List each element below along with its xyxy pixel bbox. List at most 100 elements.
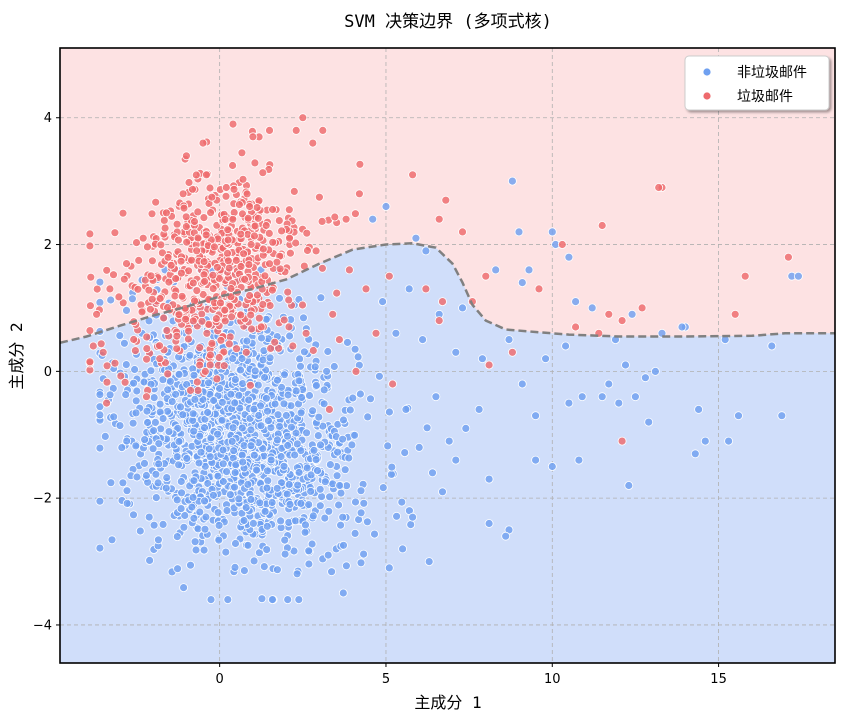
nonspam-point: [386, 469, 396, 479]
nonspam-point: [218, 445, 228, 455]
nonspam-point: [404, 284, 414, 294]
spam-point: [114, 292, 124, 302]
nonspam-point: [132, 472, 142, 482]
nonspam-point: [195, 507, 205, 517]
nonspam-point: [230, 563, 240, 572]
nonspam-point: [461, 423, 471, 433]
spam-point: [219, 361, 229, 371]
nonspam-point: [189, 513, 199, 523]
nonspam-point: [641, 373, 650, 383]
spam-point: [142, 242, 152, 252]
nonspam-point: [249, 450, 259, 460]
spam-point: [301, 328, 311, 338]
spam-point: [238, 174, 248, 184]
spam-point: [188, 278, 198, 288]
nonspam-point: [614, 398, 624, 408]
spam-point: [138, 233, 148, 243]
spam-point: [166, 260, 176, 270]
y-axis-label: 主成分 2: [7, 322, 26, 389]
nonspam-point: [260, 373, 270, 382]
nonspam-point: [154, 439, 164, 449]
nonspam-point: [128, 418, 138, 428]
y-tick-label: 4: [44, 111, 52, 126]
spam-point: [96, 339, 106, 349]
nonspam-point: [335, 481, 345, 490]
spam-point: [220, 215, 230, 224]
nonspam-point: [109, 412, 119, 422]
nonspam-point: [336, 488, 346, 498]
nonspam-point: [301, 520, 310, 530]
nonspam-point: [206, 595, 216, 604]
nonspam-point: [105, 390, 115, 400]
nonspam-point: [172, 495, 182, 505]
spam-point: [229, 184, 239, 194]
spam-point: [172, 331, 182, 341]
nonspam-point: [180, 511, 190, 520]
spam-point: [267, 285, 277, 295]
spam-point: [220, 305, 230, 315]
spam-point: [190, 217, 199, 226]
nonspam-point: [338, 588, 348, 598]
x-tick-label: 10: [544, 672, 561, 687]
nonspam-point: [304, 559, 314, 569]
spam-point: [199, 213, 209, 223]
legend-label-spam: 垃圾邮件: [737, 89, 793, 105]
nonspam-point: [531, 411, 540, 421]
nonspam-point: [199, 545, 209, 555]
nonspam-point: [171, 389, 181, 399]
spam-point: [654, 183, 664, 192]
spam-point: [274, 216, 284, 226]
nonspam-point: [228, 423, 238, 433]
nonspam-point: [241, 503, 251, 513]
spam-point: [784, 252, 793, 262]
spam-point: [730, 309, 740, 319]
nonspam-point: [263, 416, 273, 426]
spam-point: [284, 322, 294, 332]
nonspam-point: [164, 427, 174, 437]
nonspam-point: [129, 510, 138, 520]
nonspam-point: [149, 393, 159, 403]
spam-point: [361, 284, 371, 294]
spam-point: [604, 309, 614, 319]
nonspam-point: [285, 499, 295, 509]
nonspam-point: [564, 398, 574, 408]
spam-point: [176, 256, 186, 266]
spam-point: [147, 256, 157, 266]
nonspam-point: [308, 406, 318, 416]
nonspam-point: [258, 444, 268, 454]
nonspam-point: [140, 458, 149, 468]
spam-point: [371, 328, 381, 338]
spam-point: [163, 252, 173, 262]
spam-point: [190, 296, 200, 306]
spam-point: [264, 228, 274, 238]
spam-point: [209, 242, 219, 252]
nonspam-point: [130, 365, 140, 374]
spam-point: [164, 277, 174, 287]
spam-point: [245, 380, 255, 390]
spam-point: [146, 271, 156, 281]
spam-point: [247, 324, 257, 334]
nonspam-point: [174, 460, 184, 470]
nonspam-point: [313, 466, 322, 476]
spam-point: [298, 300, 307, 310]
spam-point: [98, 347, 108, 357]
nonspam-point: [173, 564, 183, 574]
nonspam-point: [144, 512, 154, 522]
spam-point: [311, 246, 321, 256]
nonspam-point: [115, 421, 125, 431]
nonspam-point: [279, 461, 289, 471]
spam-point: [184, 326, 194, 336]
nonspam-point: [363, 412, 373, 422]
nonspam-point: [149, 426, 159, 436]
spam-point: [184, 266, 194, 276]
nonspam-point: [179, 583, 189, 592]
spam-point: [142, 344, 152, 354]
spam-point: [201, 230, 211, 240]
nonspam-point: [163, 406, 172, 416]
nonspam-point: [265, 353, 275, 363]
spam-point: [207, 192, 217, 202]
nonspam-point: [408, 512, 418, 522]
nonspam-point: [504, 335, 514, 345]
legend: 非垃圾邮件 垃圾邮件: [684, 55, 830, 111]
nonspam-point: [677, 322, 687, 332]
